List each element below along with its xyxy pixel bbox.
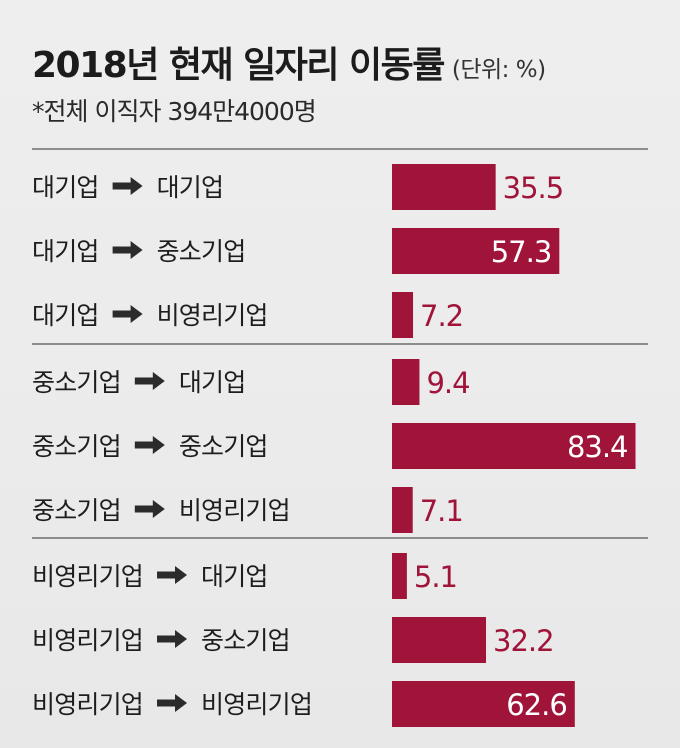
bar-value-label: 9.4 bbox=[426, 366, 469, 400]
bar-value-label: 62.6 bbox=[506, 688, 567, 722]
chart-row-2-2: 중소기업 중소기업 83.4 bbox=[32, 423, 636, 469]
row-to-label: 대기업 bbox=[179, 368, 246, 397]
bar-value-label: 32.2 bbox=[493, 624, 554, 658]
right-arrow-icon bbox=[157, 566, 188, 584]
row-to-label: 비영리기업 bbox=[179, 496, 290, 525]
right-arrow-icon bbox=[112, 177, 143, 195]
bar bbox=[392, 487, 413, 533]
chart-row-3-3: 비영리기업 비영리기업 62.6 bbox=[32, 681, 575, 727]
right-arrow-icon bbox=[157, 694, 188, 712]
row-from-label: 중소기업 bbox=[32, 368, 121, 397]
right-arrow-icon bbox=[157, 630, 188, 648]
bar bbox=[392, 164, 496, 210]
row-to-label: 중소기업 bbox=[179, 432, 268, 461]
bar bbox=[392, 359, 420, 405]
row-from-label: 중소기업 bbox=[32, 496, 121, 525]
chart-row-2-3: 중소기업 비영리기업 7.1 bbox=[32, 487, 464, 533]
bar-value-label: 7.1 bbox=[420, 494, 463, 528]
row-to-label: 대기업 bbox=[201, 562, 268, 591]
row-to-label: 대기업 bbox=[157, 173, 224, 202]
row-to-label: 비영리기업 bbox=[201, 690, 312, 719]
chart-subtitle: *전체 이직자 394만4000명 bbox=[32, 97, 317, 126]
chart-row-3-2: 비영리기업 중소기업 32.2 bbox=[32, 617, 555, 663]
unit-label: (단위: %) bbox=[451, 57, 546, 83]
row-from-label: 중소기업 bbox=[32, 432, 121, 461]
row-to-label: 중소기업 bbox=[201, 626, 290, 655]
row-from-label: 대기업 bbox=[32, 173, 99, 202]
bar bbox=[392, 617, 487, 663]
right-arrow-icon bbox=[134, 436, 165, 454]
row-from-label: 대기업 bbox=[32, 237, 99, 266]
bar-value-label: 83.4 bbox=[567, 430, 628, 464]
right-arrow-icon bbox=[134, 372, 165, 390]
row-to-label: 중소기업 bbox=[157, 237, 246, 266]
row-from-label: 대기업 bbox=[32, 301, 99, 330]
row-from-label: 비영리기업 bbox=[32, 562, 143, 591]
chart-row-2-1: 중소기업 대기업 9.4 bbox=[32, 359, 471, 405]
bar-value-label: 5.1 bbox=[414, 560, 457, 594]
bar bbox=[392, 228, 560, 274]
row-from-label: 비영리기업 bbox=[32, 690, 143, 719]
chart-row-1-3: 대기업 비영리기업 7.2 bbox=[32, 292, 464, 338]
chart-row-1-1: 대기업 대기업 35.5 bbox=[32, 164, 564, 210]
chart-title-line: 2018년 현재 일자리 이동률 (단위: %) bbox=[32, 36, 546, 88]
bar bbox=[392, 553, 407, 599]
chart-row-1-2: 대기업 중소기업 57.3 bbox=[32, 228, 560, 274]
bar-value-label: 35.5 bbox=[503, 171, 564, 205]
bar bbox=[392, 681, 575, 727]
chart-title: 2018년 현재 일자리 이동률 bbox=[32, 45, 445, 86]
row-to-label: 비영리기업 bbox=[157, 301, 268, 330]
right-arrow-icon bbox=[112, 241, 143, 259]
bar bbox=[392, 423, 636, 469]
right-arrow-icon bbox=[134, 500, 165, 518]
chart-row-3-1: 비영리기업 대기업 5.1 bbox=[32, 553, 458, 599]
row-from-label: 비영리기업 bbox=[32, 626, 143, 655]
right-arrow-icon bbox=[112, 305, 143, 323]
bar-value-label: 57.3 bbox=[491, 235, 552, 269]
bar bbox=[392, 292, 414, 338]
bar-value-label: 7.2 bbox=[420, 299, 463, 333]
